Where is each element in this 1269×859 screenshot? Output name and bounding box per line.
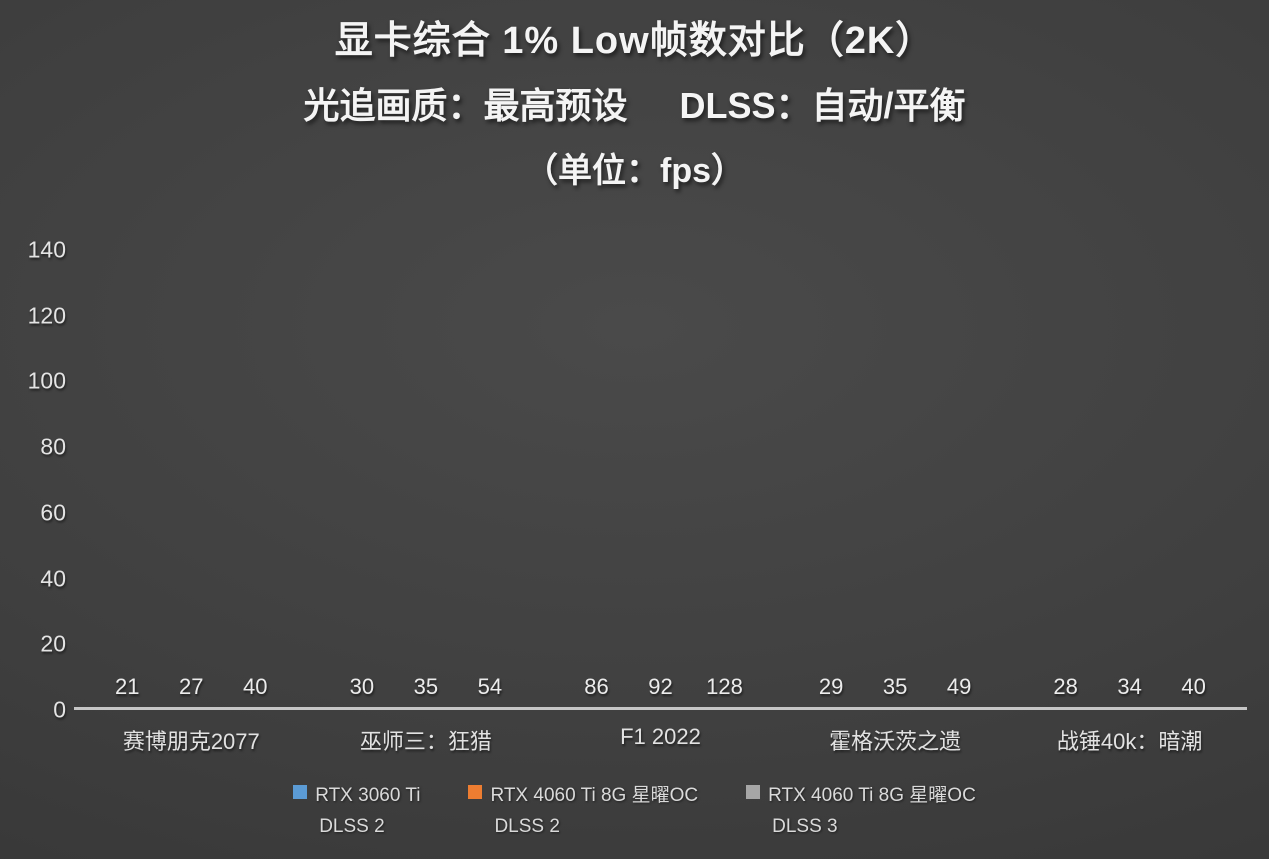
bar-slot: 86 [569,674,623,707]
bar-value-label: 34 [1117,674,1142,699]
subtitle-dlss: DLSS：自动/平衡 [679,85,966,126]
legend-label: RTX 4060 Ti 8G 星曜OC DLSS 3 [768,780,976,842]
bar-slot: 49 [932,674,986,707]
legend-label-line2: DLSS 2 [319,816,385,837]
plot-area: 21 27 40 30 35 54 86 92 128 29 35 49 28 34 40 [74,250,1247,710]
bar-slot: 34 [1103,674,1157,707]
chart-subtitle: 光追画质：最高预设 DLSS：自动/平衡 [0,82,1269,130]
legend-swatch-icon [293,785,308,799]
legend-label-line2: DLSS 3 [772,816,838,837]
y-tick-label: 140 [27,236,66,263]
y-tick-label: 20 [40,630,66,657]
bar-value-label: 29 [818,674,844,699]
chart-title: 显卡综合 1% Low帧数对比（2K） [334,20,935,62]
legend-label-line1: RTX 4060 Ti 8G 星曜OC [768,785,976,806]
y-tick-label: 120 [27,302,66,329]
category-label: F1 2022 [620,724,701,749]
bar-slot: 21 [100,674,154,707]
bar-value-label: 40 [1181,674,1206,699]
y-tick-label: 0 [53,696,66,723]
bar-slot: 40 [1167,674,1221,707]
y-tick-label: 40 [40,565,66,592]
y-tick-label: 100 [27,367,66,394]
bar-slot: 35 [399,674,453,707]
legend-swatch-icon [746,785,761,799]
bar-group: 21 27 40 [74,250,309,707]
category-label: 战锤40k：暗潮 [1056,729,1203,754]
bar-slot: 29 [804,674,858,707]
subtitle-quality: 光追画质：最高预设 [303,85,628,126]
bar-value-label: 86 [584,674,609,699]
bar-group: 29 35 49 [778,250,1013,707]
category-label: 霍格沃茨之遗 [829,729,962,754]
bar-value-label: 49 [946,674,972,699]
y-axis: 0 20 40 60 80 100 120 140 [20,238,66,721]
bar-value-label: 30 [349,674,375,699]
category-label: 赛博朋克2077 [122,729,260,754]
bar-group: 86 92 128 [543,250,778,707]
bar-value-label: 21 [115,674,140,699]
bar-value-label: 35 [413,674,439,699]
chart-unit-label: （单位：fps） [524,152,745,190]
y-tick-label: 60 [40,499,66,526]
legend-label-line2: DLSS 2 [494,816,560,837]
category-label: 巫师三：狂猎 [359,729,492,754]
legend-item: RTX 4060 Ti 8G 星曜OC DLSS 2 [468,780,698,842]
bar-value-label: 40 [243,674,268,699]
bar-slot: 27 [164,674,218,707]
bar-value-label: 128 [706,674,743,699]
bar-value-label: 35 [882,674,908,699]
legend-item: RTX 4060 Ti 8G 星曜OC DLSS 3 [746,780,976,842]
legend-item: RTX 3060 Ti DLSS 2 [293,780,420,842]
bar-slot: 28 [1039,674,1093,707]
bar-group: 30 35 54 [309,250,544,707]
legend-label-line1: RTX 3060 Ti [315,785,421,806]
bar-slot: 30 [335,674,389,707]
bar-slot: 92 [633,674,687,707]
bar-group: 28 34 40 [1012,250,1247,707]
bar-slot: 40 [228,674,282,707]
legend-label-line1: RTX 4060 Ti 8G 星曜OC [490,785,699,806]
bar-slot: 128 [697,674,751,707]
bar-slot: 35 [868,674,922,707]
legend: RTX 3060 Ti DLSS 2 RTX 4060 Ti 8G 星曜OC DLSS… [0,780,1269,842]
legend-swatch-icon [468,785,483,799]
bar-chart: 0 20 40 60 80 100 120 140 21 27 40 30 35 54 86 92 128 29… [20,238,1247,721]
bar-value-label: 92 [648,674,673,699]
chart-title-block: 显卡综合 1% Low帧数对比（2K） 光追画质：最高预设 DLSS：自动/平衡 … [0,16,1269,194]
bar-value-label: 28 [1053,674,1078,699]
bar-slot: 54 [463,674,517,707]
x-axis-labels: 赛博朋克2077 巫师三：狂猎 F1 2022 霍格沃茨之遗 战锤40k：暗潮 [74,724,1247,756]
legend-label: RTX 3060 Ti DLSS 2 [315,780,420,842]
y-tick-label: 80 [40,433,66,460]
legend-label: RTX 4060 Ti 8G 星曜OC DLSS 2 [490,780,698,842]
bar-value-label: 27 [179,674,204,699]
bar-value-label: 54 [477,674,503,699]
